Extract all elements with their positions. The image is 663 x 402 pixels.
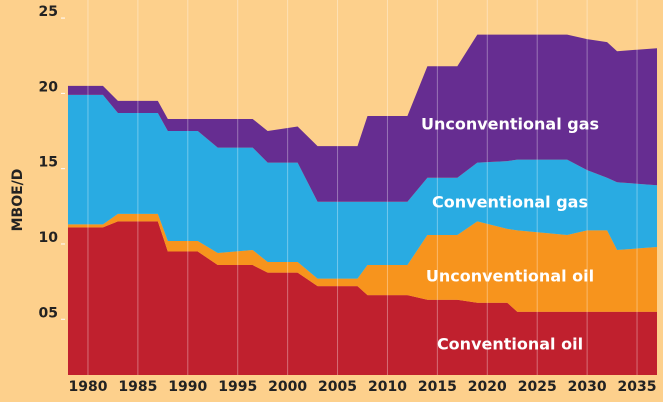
x-tick-label: 2000 [268,379,307,395]
area-label: Unconventional oil [426,267,594,286]
x-tick-label: 2030 [568,379,607,395]
area-label: Conventional oil [437,335,583,354]
area [67,94,658,279]
y-tick-label: 25 [39,4,58,20]
x-tick-label: 2035 [618,379,657,395]
y-axis-label: MBOE/D [10,169,26,232]
y-tick-label: 15 [39,155,58,171]
x-tick-label: 2005 [318,379,357,395]
y-tick-label: 20 [39,79,59,95]
y-tick-label: 10 [39,230,59,246]
area [67,221,658,375]
plot-area [67,34,658,375]
area-label: Unconventional gas [421,115,599,134]
y-tick-label: 05 [39,305,58,321]
x-tick-label: 2010 [368,379,407,395]
x-tick-label: 2015 [418,379,457,395]
x-tick-label: 1990 [168,379,207,395]
x-tick-label: 2025 [518,379,557,395]
area [67,34,658,202]
x-tick-label: 1995 [218,379,257,395]
x-tick-label: 1980 [68,379,107,395]
x-tick-label: 2020 [468,379,507,395]
x-tick-label: 1985 [118,379,157,395]
area [67,213,658,312]
area-label: Conventional gas [432,193,588,212]
